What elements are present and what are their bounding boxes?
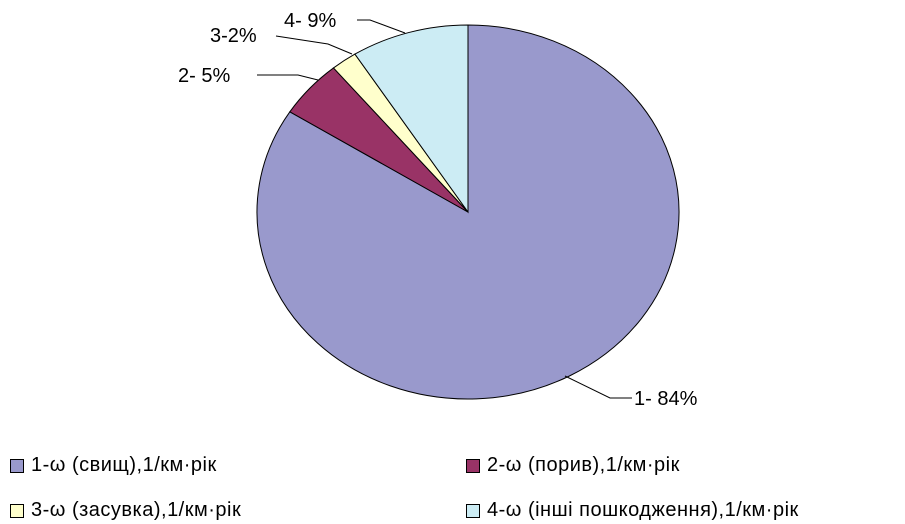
data-label-slice-1: 1- 84% bbox=[634, 388, 698, 410]
data-label-slice-4: 4- 9% bbox=[284, 10, 336, 32]
data-label-slice-2: 2- 5% bbox=[178, 65, 230, 87]
leader-line-slice-2 bbox=[257, 74, 319, 81]
pie-slice-4 bbox=[354, 24, 469, 214]
data-label-slice-3: 3-2% bbox=[210, 25, 257, 47]
pie-slices bbox=[256, 24, 680, 400]
label-leader-lines bbox=[257, 19, 632, 399]
leader-line-slice-1 bbox=[564, 375, 632, 399]
pie-data-labels: 1- 84% 2- 5% 3-2% 4- 9% bbox=[178, 10, 698, 410]
leader-line-slice-3 bbox=[275, 35, 353, 55]
leader-line-slice-4 bbox=[357, 19, 406, 34]
